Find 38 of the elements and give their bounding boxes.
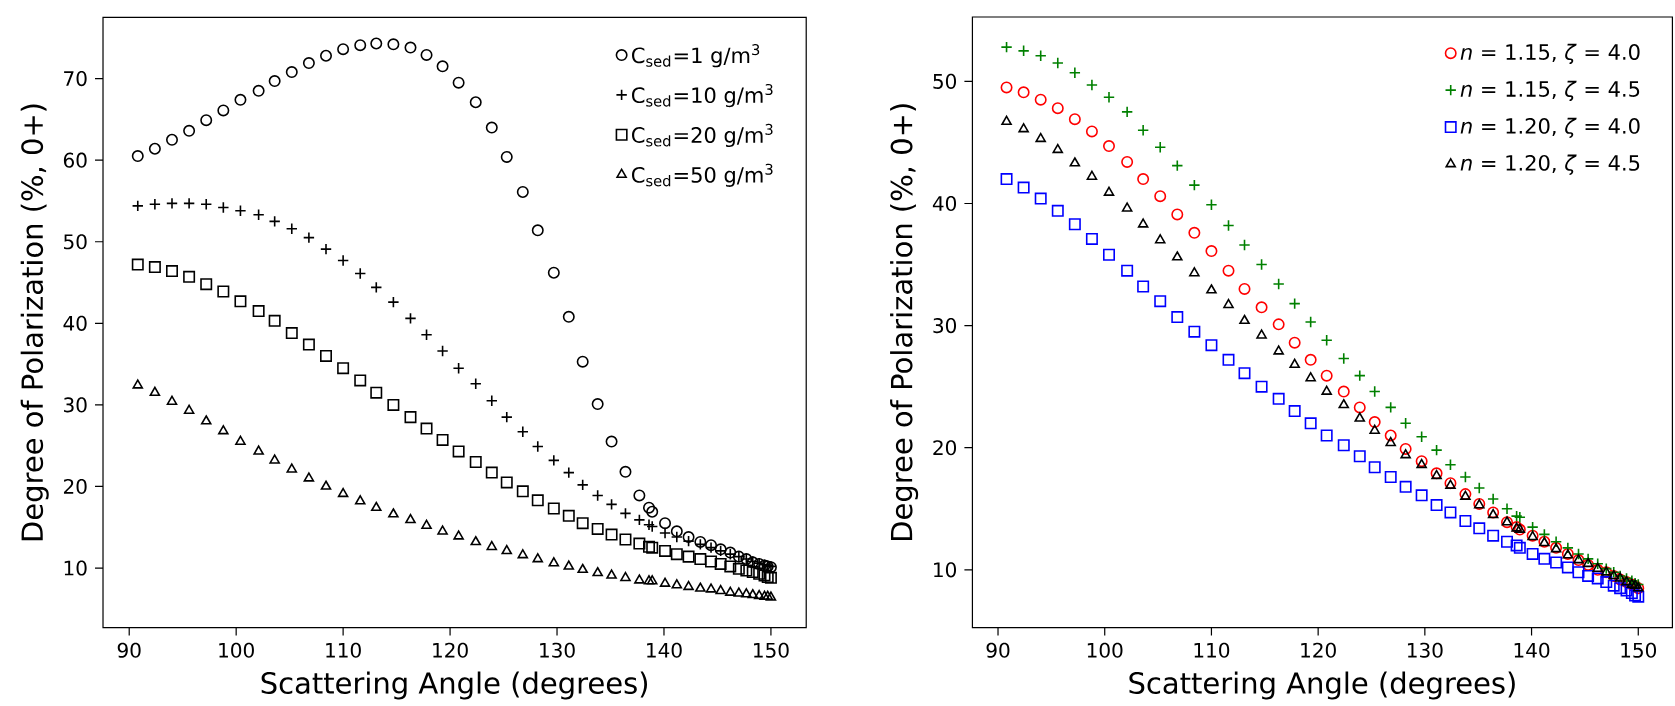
x-axis-title: Scattering Angle (degrees) [261,671,648,700]
x-tick-label: 110 [1194,642,1230,658]
y-tick-label: 20 [63,478,87,494]
x-tick-label: 100 [219,642,254,658]
legend-label: C$_{sed}$=10 g/m$^{3}$ [632,83,773,108]
legend-label: n = 1.15, ζ = 4.0 [1460,43,1640,64]
legend-label: C$_{sed}$=50 g/m$^{3}$ [632,163,773,187]
y-tick-label: 10 [934,562,957,578]
x-tick-label: 90 [117,642,141,658]
legend-label: n = 1.20, ζ = 4.0 [1460,117,1640,138]
x-tick-label: 90 [986,642,1010,658]
y-tick-label: 40 [932,195,957,211]
y-tick-label: 60 [63,152,87,168]
y-tick-label: 10 [64,560,87,576]
legend-label: C$_{sed}$=1 g/m$^{3}$ [632,43,760,68]
y-tick-label: 70 [64,70,87,87]
x-tick-label: 130 [540,642,575,658]
x-tick-label: 140 [1514,642,1550,658]
legend-label: n = 1.15, ζ = 4.5 [1460,80,1640,101]
legend-label: n = 1.20, ζ = 4.5 [1460,154,1640,175]
x-tick-label: 120 [1301,642,1336,658]
x-tick-label: 150 [754,642,789,658]
y-tick-label: 40 [63,315,87,331]
x-tick-label: 150 [1621,642,1657,658]
x-tick-label: 110 [326,642,361,658]
y-tick-label: 30 [933,317,957,334]
x-tick-label: 120 [433,642,468,658]
y-tick-label: 30 [64,397,87,413]
x-tick-label: 130 [1407,642,1443,658]
x-tick-label: 140 [647,642,682,658]
y-tick-label: 50 [933,73,957,89]
legend-label: C$_{sed}$=20 g/m$^{3}$ [632,123,773,147]
x-axis-title: Scattering Angle (degrees) [1129,671,1515,700]
y-axis-title: Degree of Polarization (%, 0+) [890,104,919,540]
x-tick-label: 100 [1087,642,1123,658]
y-tick-label: 20 [933,440,957,456]
y-tick-label: 50 [64,234,87,250]
y-axis-title: Degree of Polarization (%, 0+) [20,104,49,541]
